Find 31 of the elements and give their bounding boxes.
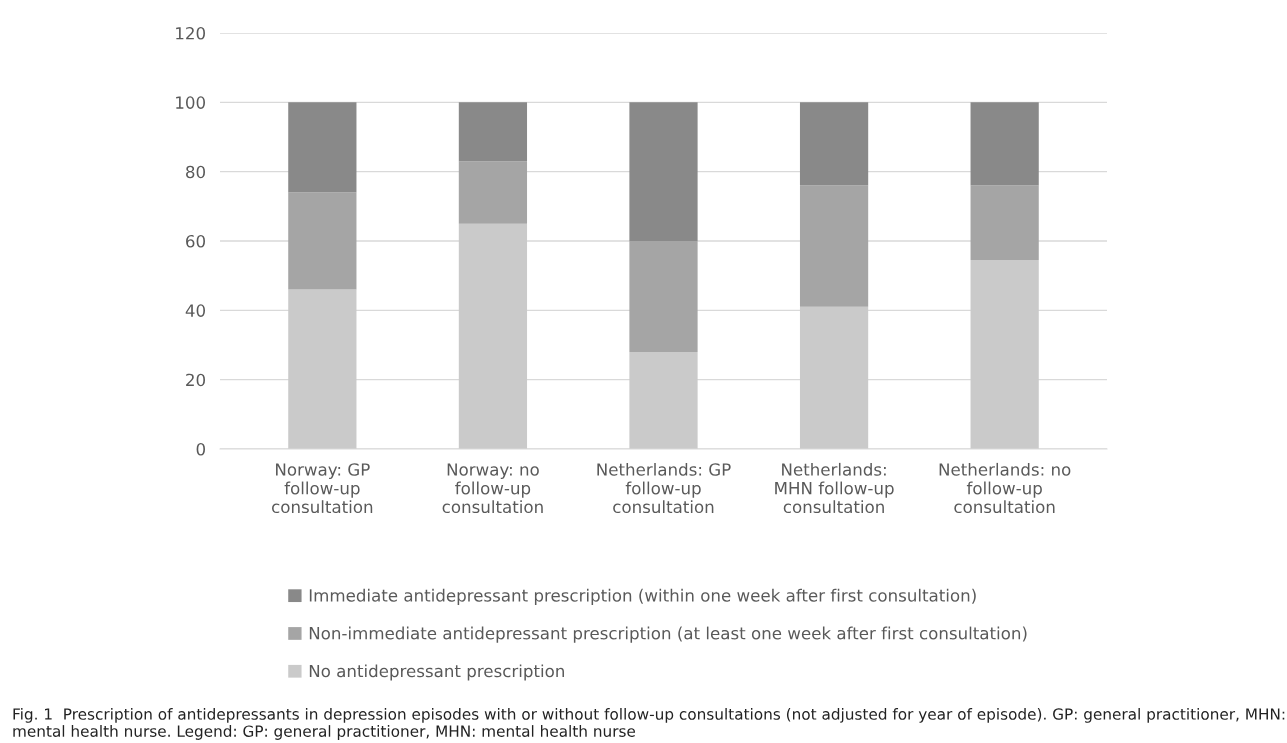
caption: Fig. 1 Prescription of antidepressants in depression episodes with or without follow-up consultations (not adjusted for year of episode). GP: general practitioner, MHN: mental health nurse. Legend: GP: general practitioner, MHN: mental health nurse [13, 708, 1285, 740]
bar [970, 185, 1039, 261]
legend-label: No antidepressant prescription [309, 664, 564, 681]
bar [629, 241, 698, 352]
y-tick-label: 0 [196, 442, 205, 456]
bar [799, 102, 869, 186]
y-tick-label: 100 [176, 96, 205, 109]
bar [799, 306, 869, 449]
bar [970, 260, 1039, 449]
bar [970, 102, 1039, 186]
bar [288, 192, 357, 290]
y-tick-label: 120 [176, 26, 205, 40]
bar [799, 185, 869, 307]
x-tick-label: Norway: no follow-up consultation [442, 463, 543, 514]
bar [288, 102, 357, 193]
x-tick-label: Netherlands: MHN follow-up consultation [775, 462, 894, 514]
bar [288, 289, 357, 449]
legend-label: Non-immediate antidepressant prescription (at least one week after first consultation) [309, 626, 1027, 643]
y-tick-label: 20 [186, 373, 205, 387]
bar [458, 223, 528, 449]
bar [629, 102, 698, 241]
bar [629, 351, 698, 449]
y-tick-label: 80 [186, 165, 205, 179]
bar [458, 102, 528, 162]
y-tick-label: 60 [186, 234, 205, 248]
y-tick-label: 40 [185, 304, 205, 317]
x-tick-label: Norway: GP follow-up consultation [272, 463, 373, 514]
x-tick-label: Netherlands: no follow-up consultation [939, 462, 1071, 514]
x-tick-label: Netherlands: GP follow-up consultation [597, 462, 731, 514]
bar [458, 161, 528, 224]
legend-label: Immediate antidepressant prescription (within one week after first consultation) [309, 588, 976, 605]
